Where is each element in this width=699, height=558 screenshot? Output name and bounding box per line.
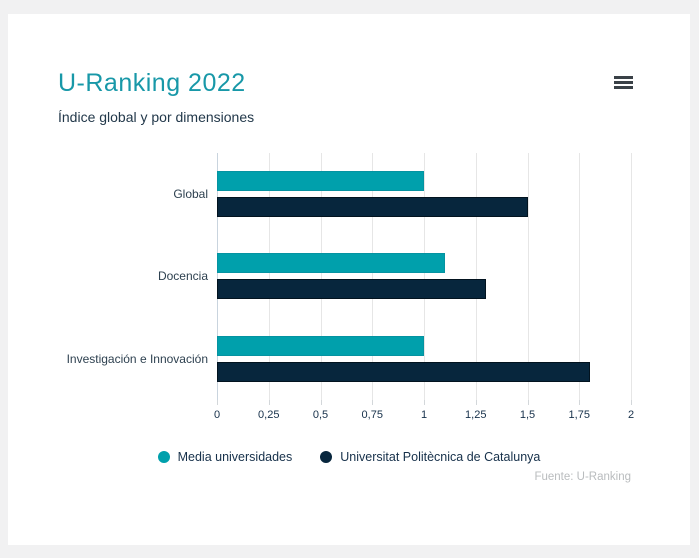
x-tick-label: 1,25 xyxy=(465,409,487,421)
x-tick-label: 1,5 xyxy=(519,409,536,421)
legend-label: Universitat Politècnica de Catalunya xyxy=(340,450,541,464)
menu-bar-line xyxy=(614,76,633,79)
legend-item-series0[interactable]: Media universidades xyxy=(157,450,293,464)
hamburger-menu-icon[interactable] xyxy=(614,76,633,90)
x-tick-mark xyxy=(372,400,374,405)
x-tick-mark xyxy=(268,400,270,405)
gridline xyxy=(424,153,425,400)
menu-bar-line xyxy=(614,86,633,89)
x-tick-mark xyxy=(320,400,322,405)
x-tick-label: 0,75 xyxy=(361,409,383,421)
bar-group xyxy=(217,171,631,218)
x-tick-mark xyxy=(631,400,632,405)
x-tick-label: 1,75 xyxy=(568,409,590,421)
x-tick-mark xyxy=(579,400,581,405)
x-tick-mark xyxy=(527,400,529,405)
bar-series1-0[interactable] xyxy=(217,197,528,218)
chart-row: Investigación e Innovación xyxy=(8,318,631,400)
chart-legend: Media universidades Universitat Politècni… xyxy=(8,450,690,464)
category-label: Investigación e Innovación xyxy=(66,351,208,366)
x-tick-label: 2 xyxy=(627,409,635,421)
gridline xyxy=(372,153,374,400)
x-tick-mark xyxy=(424,400,425,405)
bar-group xyxy=(217,253,631,300)
chart-rows: Global Docencia Investigación e Innovación xyxy=(8,153,631,400)
gridline xyxy=(268,153,270,400)
chart-row: Global xyxy=(8,153,631,235)
x-axis: 0 0,25 0,5 0,75 1 1,25 1,5 1,75 2 xyxy=(213,400,635,430)
bar-series1-1[interactable] xyxy=(217,279,487,300)
bar-series0-0[interactable] xyxy=(217,171,424,192)
gridline xyxy=(631,153,632,400)
legend-label: Media universidades xyxy=(177,450,293,464)
x-tick-label: 1 xyxy=(420,409,428,421)
menu-bar-line xyxy=(614,81,633,84)
x-tick-label: 0,5 xyxy=(312,409,329,421)
x-tick-label: 0,25 xyxy=(258,409,280,421)
gridline xyxy=(475,153,477,400)
chart-card: U-Ranking 2022 Índice global y por dimen… xyxy=(8,14,690,545)
category-label: Global xyxy=(173,187,208,202)
legend-item-series1[interactable]: Universitat Politècnica de Catalunya xyxy=(320,450,540,464)
bar-group xyxy=(217,335,631,382)
plot-area xyxy=(217,153,632,400)
page-subtitle: Índice global y por dimensiones xyxy=(58,109,255,125)
legend-dot-icon xyxy=(157,451,170,463)
x-tick-mark xyxy=(475,400,477,405)
bar-series0-2[interactable] xyxy=(217,335,424,356)
bar-series0-1[interactable] xyxy=(217,253,445,274)
y-axis-line xyxy=(217,153,218,400)
category-label: Docencia xyxy=(157,269,208,284)
x-tick-label: 0 xyxy=(213,409,221,421)
gridline xyxy=(579,153,581,400)
bar-chart: Global Docencia Investigación e Innovación… xyxy=(8,153,690,433)
gridline xyxy=(527,153,529,400)
chart-row: Docencia xyxy=(8,235,631,317)
page-title: U-Ranking 2022 xyxy=(58,69,246,97)
gridline xyxy=(320,153,322,400)
x-tick-mark xyxy=(217,400,218,405)
bar-series1-2[interactable] xyxy=(217,361,590,382)
source-caption: Fuente: U-Ranking xyxy=(534,471,631,483)
legend-dot-icon xyxy=(320,451,333,463)
